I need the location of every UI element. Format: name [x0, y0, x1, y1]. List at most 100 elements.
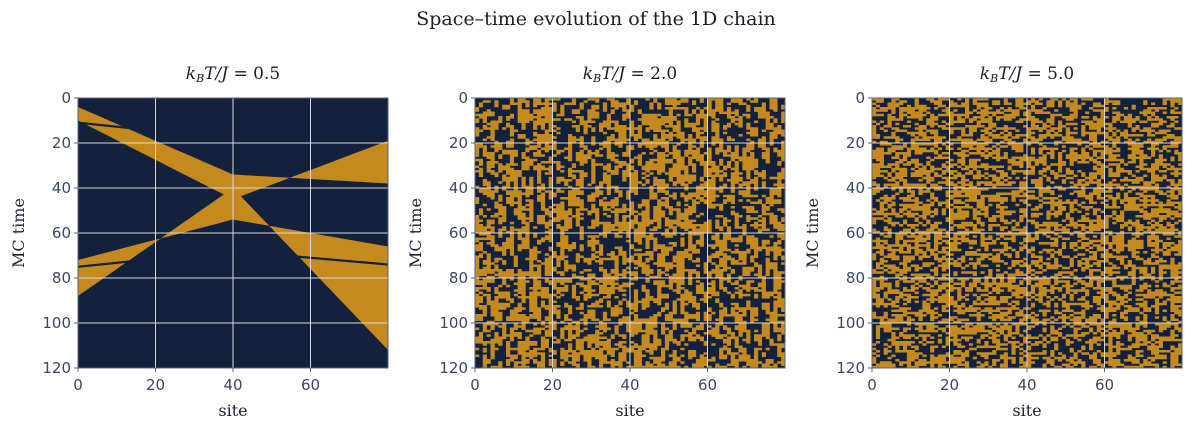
up-cell-run: [906, 215, 915, 218]
up-cell-run: [754, 264, 763, 268]
up-cell-run: [1042, 248, 1055, 252]
up-cell-run: [1065, 217, 1074, 220]
up-cell-run: [513, 210, 522, 214]
up-cell-run: [680, 183, 689, 187]
up-cell-run: [999, 145, 1008, 148]
up-cell-run: [765, 359, 774, 362]
up-cell-run: [992, 334, 1001, 337]
up-cell-run: [599, 298, 604, 301]
up-cell-run: [777, 161, 782, 164]
up-cell-run: [657, 302, 662, 306]
up-cell-run: [564, 302, 569, 306]
up-cell-run: [1151, 102, 1156, 106]
up-cell-run: [1077, 210, 1082, 214]
up-cell-run: [773, 327, 785, 331]
up-cell-run: [910, 273, 931, 277]
y-tick-label: 60: [52, 224, 71, 242]
up-cell-run: [872, 136, 881, 139]
up-cell-run: [475, 221, 480, 225]
up-cell-run: [657, 269, 662, 272]
up-cell-run: [602, 329, 608, 333]
up-cell-run: [1011, 111, 1020, 115]
up-cell-run: [1123, 293, 1129, 297]
up-cell-run: [988, 217, 997, 220]
up-cell-run: [591, 165, 596, 169]
up-cell-run: [506, 172, 522, 175]
up-cell-run: [734, 320, 747, 324]
up-cell-run: [1162, 251, 1171, 254]
up-cell-run: [1054, 226, 1059, 229]
up-cell-run: [891, 300, 900, 304]
up-cell-run: [645, 291, 650, 295]
up-cell-run: [618, 300, 623, 304]
up-cell-run: [1015, 325, 1020, 328]
up-cell-run: [537, 219, 546, 223]
up-cell-run: [699, 176, 704, 180]
up-cell-run: [895, 316, 904, 319]
up-cell-run: [478, 188, 491, 191]
up-cell-run: [552, 203, 565, 207]
up-cell-run: [965, 107, 970, 110]
up-cell-run: [1096, 363, 1105, 367]
up-cell-run: [996, 307, 1020, 310]
up-cell-run: [1139, 287, 1148, 290]
up-cell-run: [1147, 170, 1156, 173]
up-cell-run: [1085, 208, 1090, 211]
up-cell-run: [506, 341, 511, 344]
up-cell-run: [903, 260, 912, 263]
up-cell-run: [949, 120, 966, 124]
up-cell-run: [579, 246, 584, 250]
up-cell-run: [746, 116, 751, 119]
up-cell-run: [521, 356, 526, 360]
up-cell-run: [1058, 122, 1063, 126]
up-cell-run: [571, 125, 580, 128]
up-cell-run: [653, 280, 666, 283]
up-cell-run: [610, 210, 627, 214]
up-cell-run: [529, 206, 534, 209]
up-cell-run: [548, 302, 553, 306]
up-cell-run: [548, 246, 553, 250]
up-cell-run: [680, 305, 685, 308]
up-cell-run: [595, 215, 600, 218]
up-cell-run: [891, 131, 896, 135]
up-cell-run: [1174, 206, 1182, 209]
up-cell-run: [575, 323, 580, 326]
up-cell-run: [999, 298, 1008, 301]
up-cell-run: [672, 183, 677, 187]
up-cell-run: [761, 323, 770, 326]
up-cell-run: [475, 145, 487, 148]
up-cell-run: [1058, 248, 1063, 252]
up-cell-run: [723, 224, 728, 227]
up-cell-run: [571, 188, 580, 191]
up-cell-run: [777, 336, 782, 340]
up-cell-run: [1019, 248, 1024, 252]
up-cell-run: [1038, 176, 1043, 180]
up-cell-run: [903, 266, 912, 270]
up-cell-run: [1077, 179, 1086, 182]
up-cell-run: [730, 269, 735, 272]
up-cell-run: [887, 116, 896, 119]
up-cell-run: [610, 206, 615, 209]
up-cell-run: [1038, 188, 1051, 191]
up-cell-run: [734, 338, 739, 342]
up-cell-run: [606, 352, 615, 355]
up-cell-run: [556, 226, 573, 229]
up-cell-run: [1081, 305, 1094, 308]
up-cell-run: [999, 235, 1005, 238]
up-cell-run: [688, 352, 697, 355]
up-cell-run: [657, 221, 662, 225]
up-cell-run: [1054, 143, 1059, 146]
up-cell-run: [999, 217, 1005, 220]
up-cell-run: [618, 341, 627, 344]
up-cell-run: [1154, 161, 1163, 164]
up-cell-run: [1077, 246, 1086, 250]
up-cell-run: [645, 280, 650, 283]
up-cell-run: [1166, 116, 1179, 119]
up-cell-run: [513, 181, 518, 184]
up-cell-run: [1151, 197, 1156, 200]
up-cell-run: [961, 255, 966, 259]
up-cell-run: [773, 302, 785, 306]
up-cell-run: [1007, 287, 1028, 290]
up-cell-run: [1096, 185, 1101, 189]
up-cell-run: [537, 197, 546, 200]
